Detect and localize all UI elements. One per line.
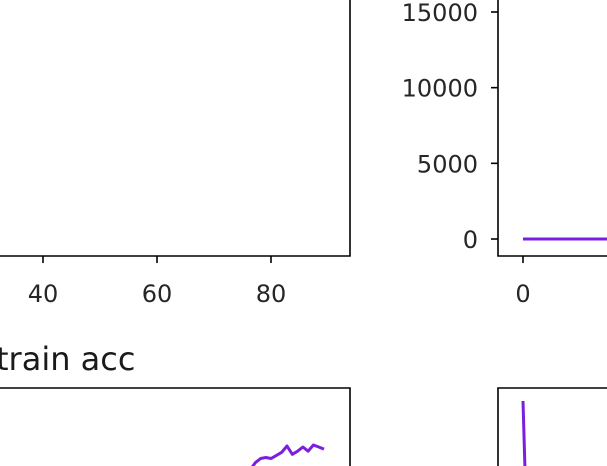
axes-frame-bottom-right (497, 387, 607, 466)
x-ticks-top-left: 40 60 80 (28, 256, 287, 308)
x-tick-label: 40 (28, 280, 59, 308)
y-tick-label: 15000 (402, 0, 478, 27)
y-tick-label: 5000 (417, 150, 478, 178)
subplot-top-right: 0 5000 10000 15000 0 (402, 0, 607, 308)
axes-frame-bottom-left (0, 387, 351, 466)
series-line (251, 443, 325, 466)
axes-frame-top-right (497, 0, 607, 257)
chart-title-train-acc: train acc (0, 340, 135, 378)
x-tick-label: 60 (142, 280, 173, 308)
series-bottom-left (251, 443, 325, 466)
y-tick-label: 10000 (402, 75, 478, 103)
x-ticks-top-right: 0 (515, 256, 531, 308)
x-tick-label: 0 (515, 280, 530, 308)
x-tick-label: 80 (256, 280, 287, 308)
axes-frame-top-left (0, 0, 351, 257)
subplot-bottom-left: train acc (0, 340, 351, 466)
y-tick-label: 0 (463, 226, 478, 254)
subplot-bottom-right (497, 387, 607, 466)
series-bottom-right (521, 400, 527, 466)
y-ticks-top-right: 0 5000 10000 15000 (402, 0, 498, 254)
series-line (521, 400, 527, 466)
subplot-top-left: 40 60 80 (0, 0, 351, 308)
